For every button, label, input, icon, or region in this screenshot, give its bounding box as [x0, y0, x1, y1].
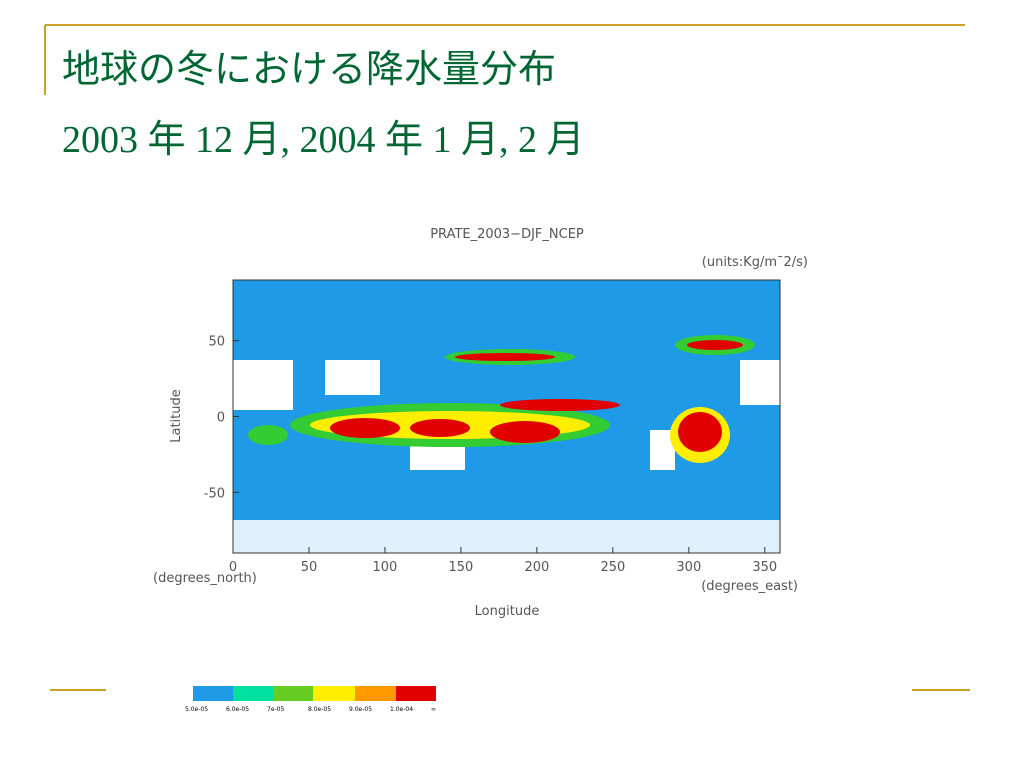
- rain-band: [410, 419, 470, 437]
- rain-band: [490, 421, 560, 443]
- colorbar-segment: [313, 686, 355, 701]
- colorbar-segment: [233, 686, 273, 701]
- rain-band: [455, 353, 555, 361]
- colorbar-label: 8.0e-05: [308, 706, 331, 713]
- colorbar-segment: [273, 686, 313, 701]
- subtitle: 2003 年 12 月, 2004 年 1 月, 2 月: [62, 119, 585, 161]
- y-axis-label: Latitude: [169, 389, 184, 443]
- land-patch: [740, 360, 780, 405]
- figure-title: PRATE_2003−DJF_NCEP: [430, 227, 584, 242]
- colorbar: [193, 686, 436, 701]
- x-tick-label: 0: [229, 560, 237, 575]
- land-patch: [233, 360, 293, 410]
- map: [232, 279, 781, 554]
- y-tick-label: 0: [217, 411, 225, 426]
- colorbar-segment: [193, 686, 233, 701]
- colorbar-label: 7e-05: [267, 706, 284, 713]
- rain-band: [687, 340, 743, 350]
- colorbar-label: 9.0e-05: [349, 706, 372, 713]
- units: (units:Kg/m¯2/s): [702, 255, 808, 270]
- title: 地球の冬における降水量分布: [62, 47, 556, 91]
- x-tick-label: 350: [752, 560, 777, 575]
- colorbar-label: 5.0e-05: [185, 706, 208, 713]
- x-axis-label: Longitude: [475, 604, 540, 619]
- x-tick-label: 100: [373, 560, 398, 575]
- x-tick-label: 150: [449, 560, 474, 575]
- colorbar-segment: [355, 686, 396, 701]
- land-patch: [410, 445, 465, 470]
- colorbar-label: 1.0e-04: [390, 706, 413, 713]
- colorbar-segment: [396, 686, 436, 701]
- rain-band: [330, 418, 400, 438]
- y-tick-label: 50: [208, 335, 225, 350]
- rain-band: [248, 425, 288, 445]
- x-tick-label: 250: [600, 560, 625, 575]
- colorbar-label: 6.0e-05: [226, 706, 249, 713]
- land-patch: [233, 520, 780, 553]
- y-tick-label: -50: [204, 486, 225, 501]
- rain-band: [678, 412, 722, 452]
- x-tick-label: 300: [676, 560, 701, 575]
- rain-band: [500, 399, 620, 411]
- colorbar-label: ∞: [431, 706, 436, 713]
- x-tick-label: 200: [524, 560, 549, 575]
- x-tick-label: 50: [301, 560, 318, 575]
- land-patch: [325, 360, 380, 395]
- y-unit: (degrees_north): [153, 571, 257, 586]
- x-unit: (degrees_east): [701, 579, 798, 594]
